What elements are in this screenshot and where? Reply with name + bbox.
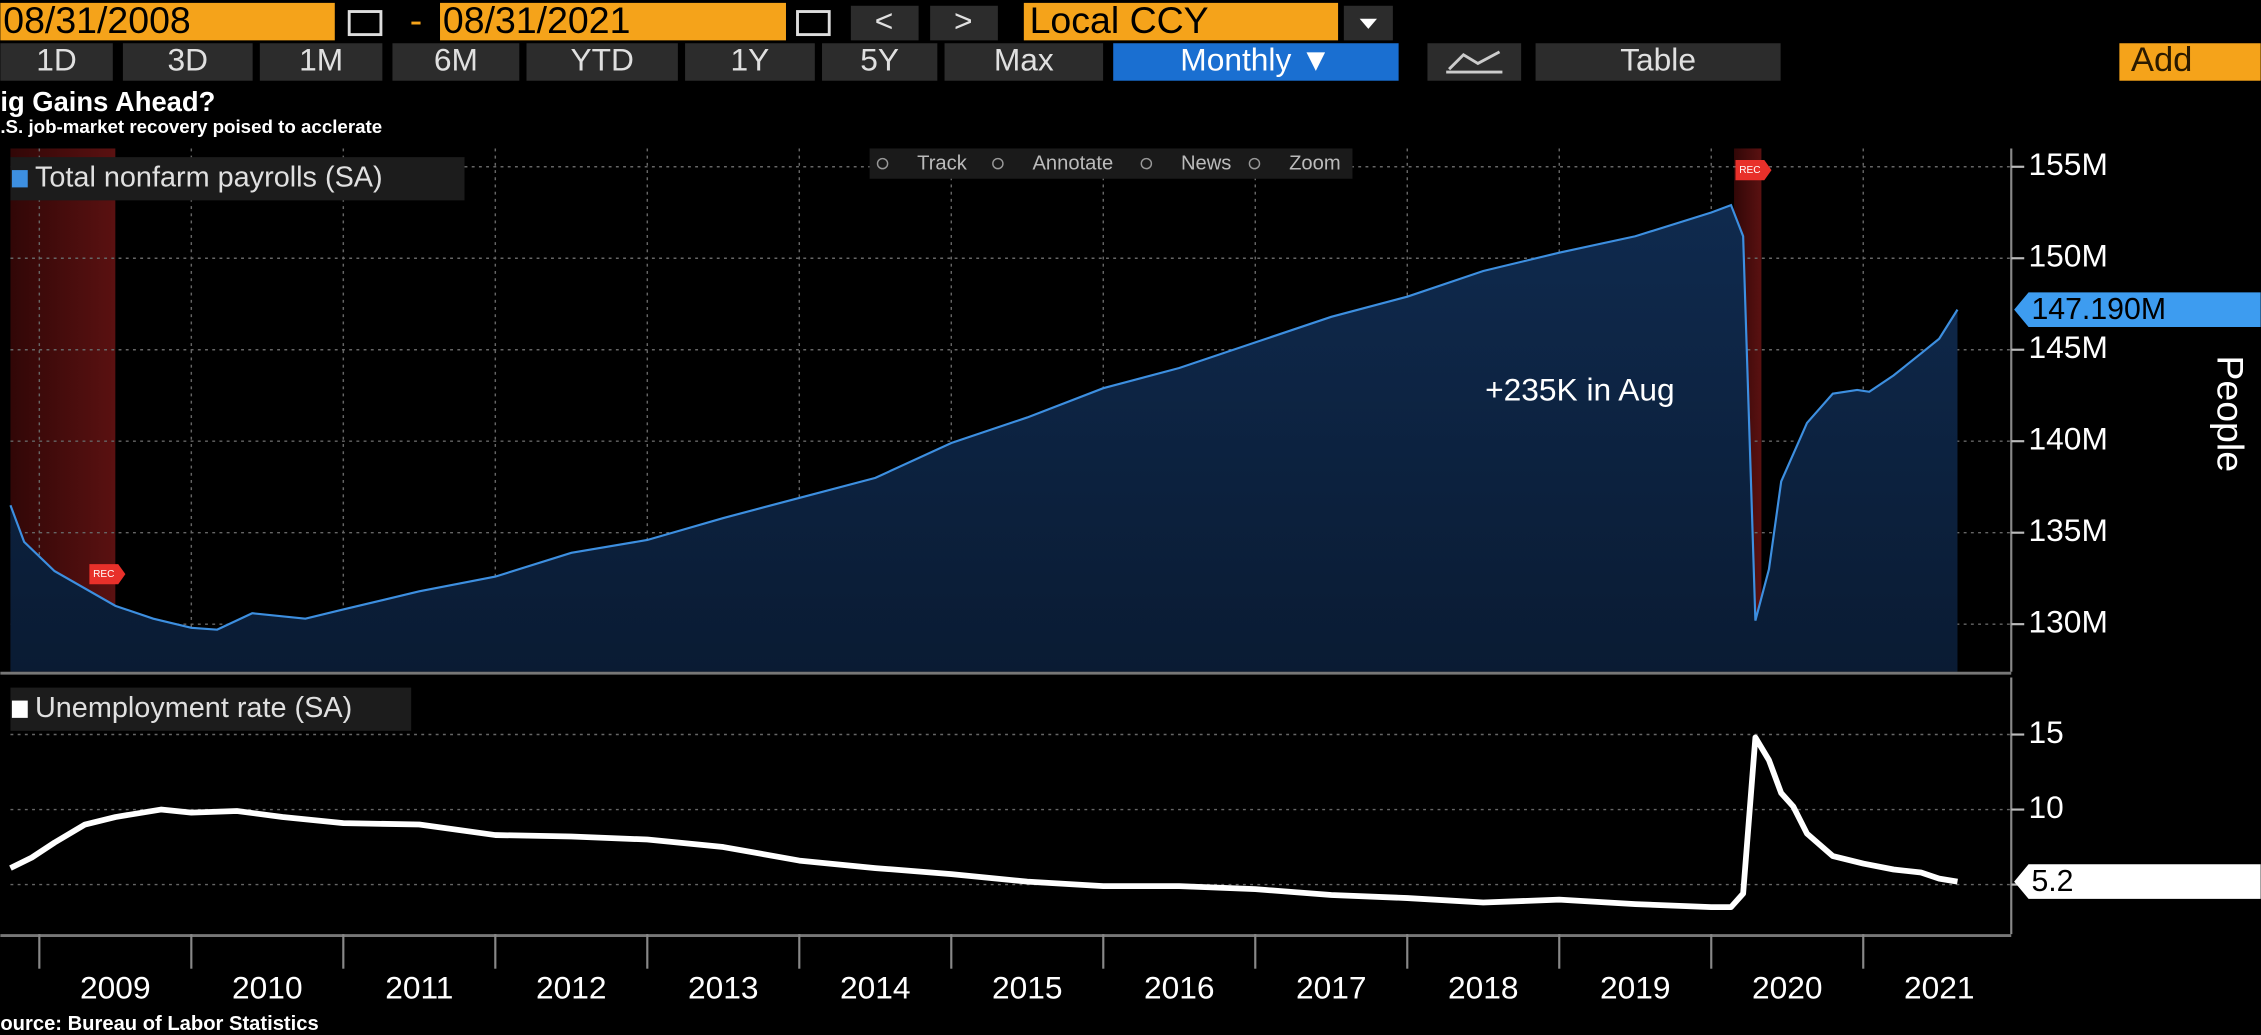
frequency-button[interactable] (1113, 43, 1399, 81)
legend-swatch (11, 700, 28, 718)
subtitle: .S. job-market recovery poised to accler… (0, 116, 382, 137)
currency: Local CCY (1030, 0, 1209, 41)
range-button[interactable] (392, 43, 520, 81)
range-button[interactable] (685, 43, 815, 81)
line-icon (1446, 50, 1503, 74)
currency-field[interactable] (1023, 2, 1339, 41)
y-tick-label: 155M (2029, 146, 2108, 182)
x-tick-label: 2016 (1144, 970, 1215, 1006)
prev-label: < (875, 2, 894, 38)
prev-button[interactable] (850, 5, 919, 41)
y-tick-label: 10 (2029, 789, 2064, 825)
last-value-box (2014, 864, 2261, 899)
legend-swatch (11, 170, 28, 188)
area (10, 205, 1958, 672)
range-button[interactable] (122, 43, 253, 81)
start-date-field[interactable] (0, 2, 335, 41)
calendar-icon[interactable] (796, 10, 831, 37)
rec-label: REC (1739, 165, 1760, 176)
legend-label: Total nonfarm payrolls (SA) (35, 161, 383, 193)
rec-tag (1735, 160, 1772, 181)
date-separator: - (410, 0, 422, 41)
y-tick-label: 145M (2029, 329, 2108, 365)
last-value-label: 147.190M (2031, 293, 2166, 326)
end-date-field[interactable] (440, 2, 786, 41)
range-label: 1D (36, 41, 77, 77)
add-label: Add (2131, 41, 2193, 79)
x-tick-label: 2009 (80, 970, 151, 1006)
range-label: Max (994, 41, 1054, 77)
range-button[interactable] (0, 43, 113, 81)
y-tick-label: 150M (2029, 238, 2108, 274)
tool-label[interactable]: Track (917, 153, 968, 175)
x-tick-label: 2011 (385, 970, 453, 1006)
x-tick-label: 2021 (1904, 970, 1975, 1006)
line (9, 734, 1958, 911)
legend-box (10, 157, 465, 201)
range-button[interactable] (944, 43, 1104, 81)
y-tick-label: 15 (2029, 714, 2064, 750)
y-tick-label: 130M (2029, 604, 2108, 640)
x-tick-label: 2010 (232, 970, 303, 1006)
annotation: +235K in Aug (1485, 371, 1675, 407)
legend-box (10, 687, 412, 731)
x-tick-label: 2019 (1600, 970, 1671, 1006)
tool-icon (1248, 157, 1261, 170)
last-value-box (2014, 292, 2261, 327)
calendar-icon[interactable] (347, 10, 383, 37)
range-buttons: 1D 3D 1M 6M YTD 1Y 5Y Max (0, 41, 1104, 81)
table-button[interactable] (1535, 43, 1781, 81)
range-label: 1M (299, 41, 343, 77)
range-label: 6M (434, 41, 478, 77)
start-date: 08/31/2008 (3, 0, 191, 41)
title: ig Gains Ahead? (0, 86, 215, 117)
range-button[interactable] (526, 43, 678, 81)
tool-label[interactable]: Zoom (1289, 153, 1341, 175)
range-label: 5Y (860, 41, 899, 77)
next-label: > (954, 2, 973, 38)
y-tick-label: 140M (2029, 421, 2108, 457)
tool-label[interactable]: News (1181, 153, 1231, 175)
x-tick-label: 2015 (992, 970, 1063, 1006)
range-label: 1Y (731, 41, 770, 77)
rec-label: REC (93, 569, 114, 580)
x-tick-label: 2014 (840, 970, 911, 1006)
x-tick-label: 2020 (1752, 970, 1823, 1006)
end-date: 08/31/2021 (443, 0, 631, 41)
range-button[interactable] (259, 43, 383, 81)
y-tick-label: 135M (2029, 512, 2108, 548)
dropdown-arrow (1359, 18, 1377, 29)
last-value-label: 5.2 (2031, 865, 2073, 898)
range-label: YTD (570, 41, 633, 77)
frequency: Monthly ▼ (1180, 41, 1331, 77)
x-tick-label: 2012 (536, 970, 607, 1006)
legend-label: Unemployment rate (SA) (35, 692, 352, 724)
y-axis-label: People (2210, 355, 2252, 472)
x-tick-label: 2018 (1448, 970, 1519, 1006)
source: ource: Bureau of Labor Statistics (0, 1013, 318, 1035)
range-label: 3D (167, 41, 208, 77)
chart-tools-bar (869, 148, 1353, 179)
tool-icon (1140, 157, 1153, 170)
tool-label[interactable]: Annotate (1032, 153, 1113, 175)
next-button[interactable] (930, 5, 998, 41)
tool-icon (992, 157, 1004, 170)
rec-tag (89, 564, 126, 585)
line (9, 203, 1959, 631)
tool-icon (876, 157, 889, 170)
range-button[interactable] (822, 43, 938, 81)
x-tick-label: 2013 (688, 970, 759, 1006)
add-button[interactable] (2119, 43, 2261, 81)
x-tick-label: 2017 (1296, 970, 1367, 1006)
table-label: Table (1620, 41, 1696, 77)
